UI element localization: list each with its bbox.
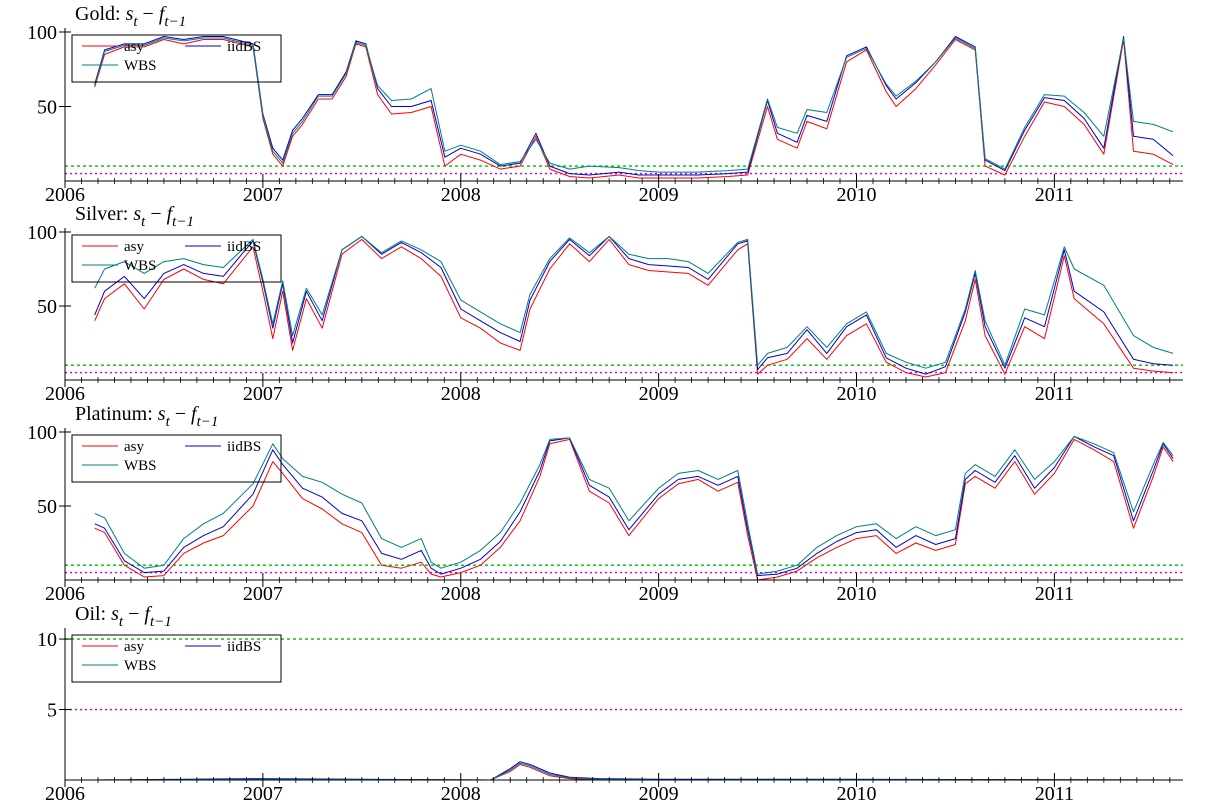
x-tick-label: 2008 (441, 583, 481, 605)
series-line-iidBS (94, 235, 1174, 375)
series-line-WBS (94, 762, 1174, 781)
x-tick-label: 2010 (837, 783, 877, 805)
legend-label-iidBS: iidBS (227, 439, 261, 455)
legend-box (71, 634, 282, 683)
legend-box (71, 34, 282, 83)
panel-2: 50 100 2006 2007 2008 2009 2010 2011 Platinum: s… (27, 403, 1183, 605)
legend-label-WBS: WBS (124, 458, 157, 474)
title-subscript-t: t (133, 14, 138, 30)
title-name: Gold: (75, 3, 126, 25)
legend-box (71, 234, 282, 283)
panel-title: Gold: st − ft−1 (75, 3, 186, 30)
series-line-asy (94, 238, 1174, 378)
series-line-WBS (94, 37, 1174, 173)
title-name: Platinum: (75, 403, 158, 425)
panel-title: Oil: st − ft−1 (75, 603, 172, 630)
legend-label-iidBS: iidBS (227, 239, 261, 255)
x-tick-label: 2009 (639, 383, 679, 405)
legend-box (71, 434, 282, 483)
y-tick-label: 100 (27, 222, 57, 244)
title-name: Oil: (75, 603, 111, 625)
y-tick-label: 5 (47, 700, 57, 722)
title-subscript-t: t (119, 614, 124, 630)
title-minus: − (138, 3, 159, 25)
legend-label-asy: asy (124, 39, 144, 55)
legend-label-iidBS: iidBS (227, 39, 261, 55)
y-tick-label: 10 (37, 629, 57, 651)
x-tick-label: 2006 (45, 783, 85, 805)
panel-title: Silver: st − ft−1 (75, 203, 194, 230)
panel-title: Platinum: st − ft−1 (75, 403, 218, 430)
legend-label-asy: asy (124, 439, 144, 455)
panel-0: 50 100 2006 2007 2008 2009 2010 2011 Gold: st − … (27, 3, 1183, 206)
title-subscript-t-1: t−1 (197, 414, 219, 430)
x-tick-label: 2011 (1035, 783, 1074, 805)
x-tick-label: 2011 (1035, 583, 1074, 605)
title-subscript-t: t (141, 214, 146, 230)
x-tick-label: 2006 (45, 184, 85, 206)
title-s: s (126, 3, 134, 25)
x-tick-label: 2010 (837, 583, 877, 605)
legend-label-asy: asy (124, 239, 144, 255)
x-tick-label: 2011 (1035, 184, 1074, 206)
legend: asy iidBS WBS (71, 634, 282, 683)
title-f: f (167, 203, 175, 225)
x-tick-label: 2009 (639, 583, 679, 605)
title-subscript-t: t (166, 414, 171, 430)
title-s: s (133, 203, 141, 225)
y-tick-label: 50 (37, 496, 57, 518)
series-line-iidBS (94, 435, 1174, 577)
legend-label-WBS: WBS (124, 58, 157, 74)
title-subscript-t-1: t−1 (164, 14, 186, 30)
y-tick-label: 50 (37, 296, 57, 318)
series-line-WBS (94, 435, 1174, 575)
legend-label-WBS: WBS (124, 258, 157, 274)
x-tick-label: 2007 (243, 184, 283, 206)
legend: asy iidBS WBS (71, 234, 282, 283)
legend-label-asy: asy (124, 639, 144, 655)
legend-label-iidBS: iidBS (227, 639, 261, 655)
title-subscript-t-1: t−1 (150, 614, 172, 630)
title-f: f (144, 603, 152, 625)
x-tick-label: 2006 (45, 583, 85, 605)
title-s: s (158, 403, 166, 425)
title-f: f (159, 3, 167, 25)
x-tick-label: 2011 (1035, 383, 1074, 405)
y-tick-label: 100 (27, 22, 57, 44)
title-f: f (191, 403, 199, 425)
series-line-asy (94, 764, 1174, 781)
title-name: Silver: (75, 203, 133, 225)
x-tick-label: 2009 (639, 783, 679, 805)
title-subscript-t-1: t−1 (172, 214, 194, 230)
legend: asy iidBS WBS (71, 34, 282, 83)
x-tick-label: 2006 (45, 383, 85, 405)
x-tick-label: 2007 (243, 383, 283, 405)
panel-3: 5 10 2006 2007 2008 2009 2010 2011 Oil: st − ft−… (37, 603, 1183, 805)
y-tick-label: 100 (27, 422, 57, 444)
x-tick-label: 2007 (243, 783, 283, 805)
title-s: s (111, 603, 119, 625)
panel-1: 50 100 2006 2007 2008 2009 2010 2011 Silver: st … (27, 203, 1183, 405)
x-tick-label: 2008 (441, 184, 481, 206)
x-tick-label: 2008 (441, 383, 481, 405)
x-tick-label: 2008 (441, 783, 481, 805)
title-minus: − (170, 403, 191, 425)
legend: asy iidBS WBS (71, 434, 282, 483)
title-minus: − (145, 203, 166, 225)
x-tick-label: 2007 (243, 583, 283, 605)
series-line-iidBS (94, 36, 1174, 176)
x-tick-label: 2010 (837, 184, 877, 206)
x-tick-label: 2009 (639, 184, 679, 206)
x-tick-label: 2010 (837, 383, 877, 405)
series-line-iidBS (94, 761, 1174, 781)
y-tick-label: 50 (37, 97, 57, 119)
series-line-WBS (94, 235, 1174, 369)
title-minus: − (123, 603, 144, 625)
legend-label-WBS: WBS (124, 658, 157, 674)
